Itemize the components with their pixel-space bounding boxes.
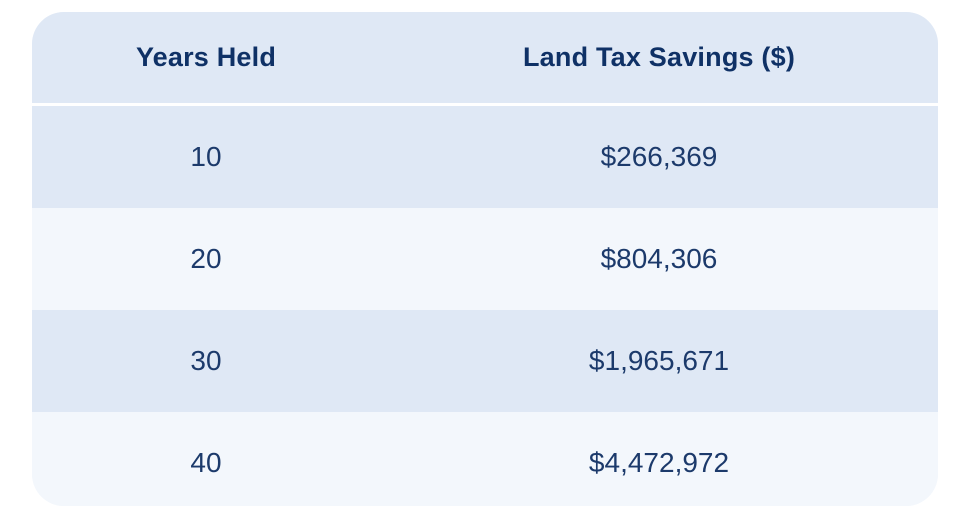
savings-cell: $804,306 — [600, 243, 718, 274]
years-held-cell: 20 — [190, 243, 222, 274]
column-header-land-tax-savings: Land Tax Savings ($) — [522, 42, 796, 72]
years-held-cell: 30 — [190, 345, 222, 376]
savings-cell: $266,369 — [600, 141, 718, 172]
table-row: 20 $804,306 — [32, 208, 938, 310]
savings-cell: $1,965,671 — [588, 345, 730, 376]
savings-table: Years Held Land Tax Savings ($) 10 $266,… — [32, 12, 938, 506]
table-row: 10 $266,369 — [32, 106, 938, 208]
table-header: Years Held Land Tax Savings ($) — [32, 12, 938, 106]
years-held-cell: 10 — [190, 141, 222, 172]
years-held-cell: 40 — [190, 447, 222, 478]
table-row: 30 $1,965,671 — [32, 310, 938, 412]
savings-cell: $4,472,972 — [588, 447, 730, 478]
table-row: 40 $4,472,972 — [32, 412, 938, 506]
column-header-years-held: Years Held — [135, 42, 277, 72]
